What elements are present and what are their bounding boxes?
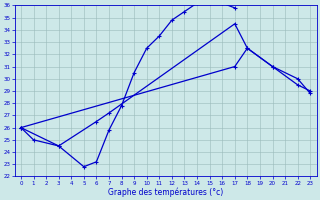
X-axis label: Graphe des températures (°c): Graphe des températures (°c) [108,187,223,197]
